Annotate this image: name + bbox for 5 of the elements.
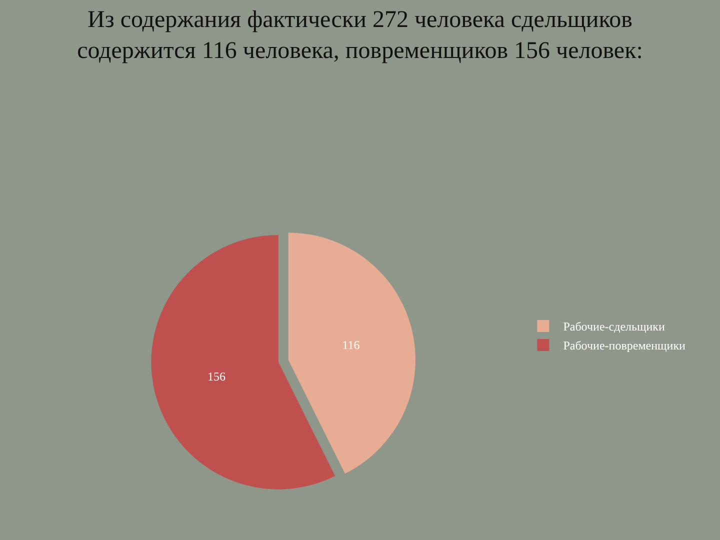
legend-label: Рабочие-сдельщики xyxy=(563,320,666,334)
data-label: 116 xyxy=(342,338,360,352)
chart-title: Из содержания фактически 272 человека сдельщиков содержится 116 человека, повременщиков 156 человек: xyxy=(77,7,643,64)
legend-label: Рабочие-повременщики xyxy=(563,338,686,353)
data-label: 156 xyxy=(208,370,226,384)
